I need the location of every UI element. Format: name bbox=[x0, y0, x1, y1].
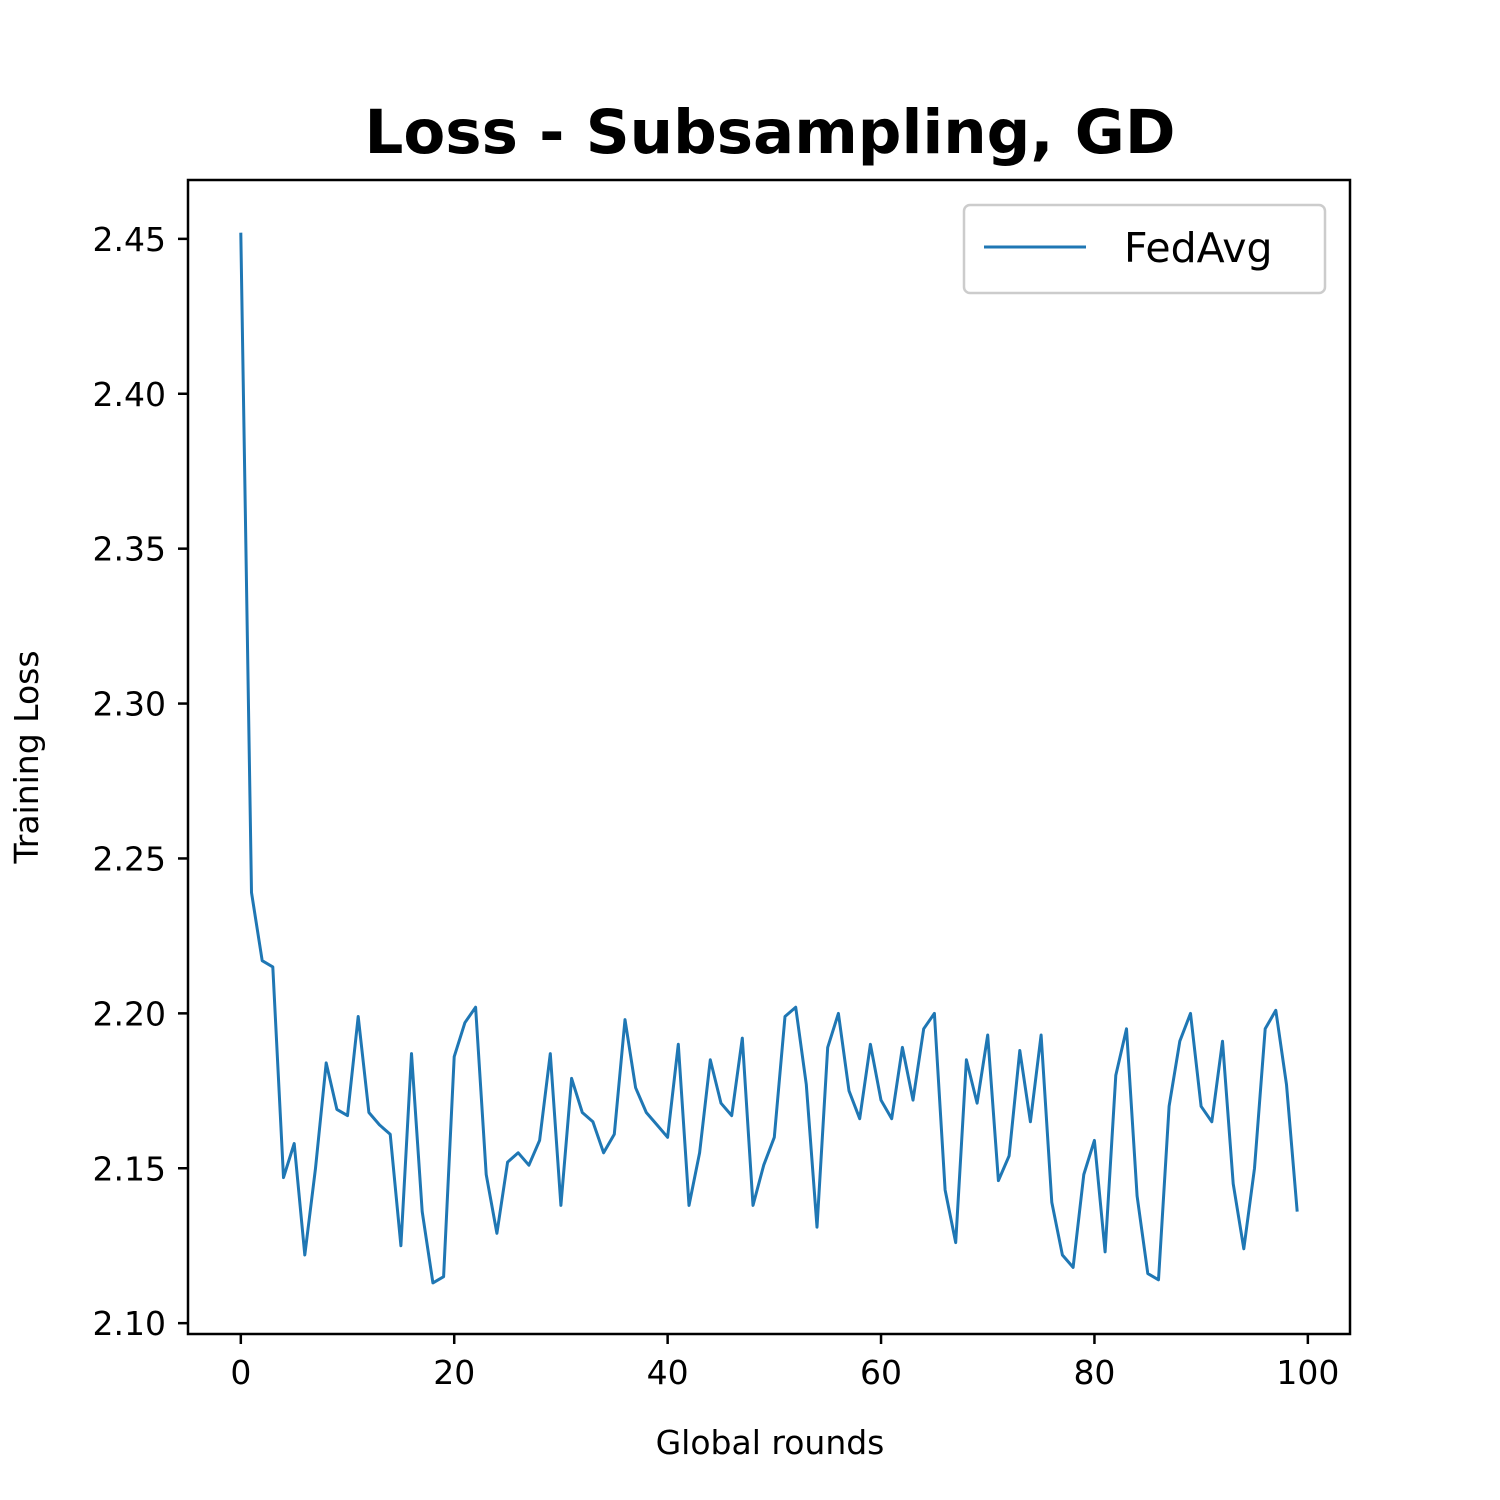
y-axis-label: Training Loss bbox=[7, 650, 46, 864]
chart-title: Loss - Subsampling, GD bbox=[365, 97, 1176, 168]
x-tick-label: 80 bbox=[1073, 1353, 1115, 1392]
legend: FedAvg bbox=[962, 203, 1327, 295]
series-line-fedavg bbox=[239, 232, 1299, 1285]
y-tick-label: 2.30 bbox=[93, 685, 166, 724]
y-tick-label: 2.20 bbox=[93, 994, 166, 1033]
legend-label-fedavg: FedAvg bbox=[1124, 224, 1273, 272]
y-tick-label: 2.15 bbox=[93, 1149, 166, 1188]
y-tick-label: 2.25 bbox=[93, 839, 166, 878]
x-axis-label: Global rounds bbox=[656, 1423, 885, 1462]
y-tick-label: 2.40 bbox=[93, 375, 166, 414]
x-axis: 0 20 40 60 80 100 bbox=[230, 1334, 1339, 1392]
y-tick-label: 2.45 bbox=[93, 220, 166, 259]
plot-area bbox=[186, 178, 1352, 1336]
x-tick-label: 100 bbox=[1276, 1353, 1339, 1392]
x-tick-label: 40 bbox=[647, 1353, 689, 1392]
y-axis: 2.10 2.15 2.20 2.25 2.30 2.35 2.40 2.45 bbox=[93, 220, 188, 1343]
plot-frame bbox=[186, 178, 1352, 1336]
x-tick-label: 60 bbox=[860, 1353, 902, 1392]
x-tick-label: 0 bbox=[230, 1353, 251, 1392]
legend-box bbox=[962, 203, 1327, 295]
x-tick-label: 20 bbox=[433, 1353, 475, 1392]
y-tick-label: 2.10 bbox=[93, 1304, 166, 1343]
y-tick-label: 2.35 bbox=[93, 530, 166, 569]
